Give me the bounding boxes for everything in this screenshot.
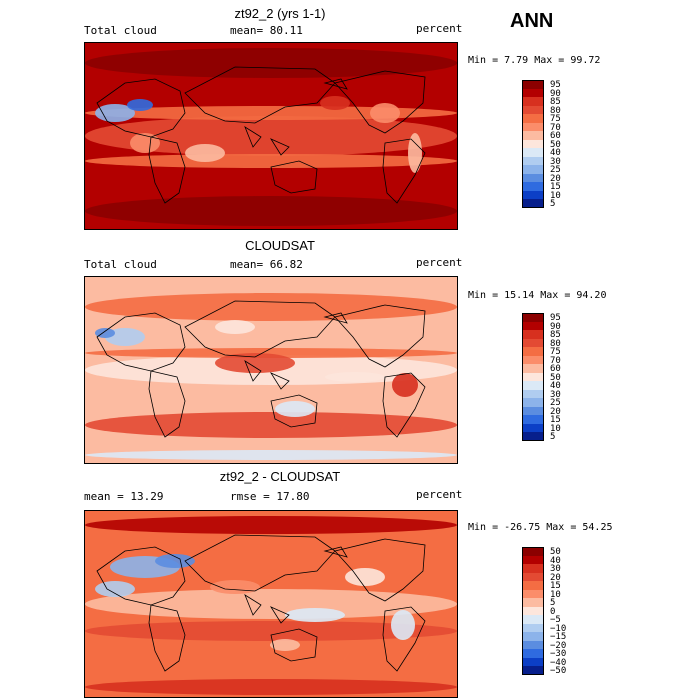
colorbar-tick-label: 20 (550, 572, 561, 583)
colorbar-tick-label: −40 (550, 657, 567, 668)
colorbar-tick-label: 60 (550, 364, 561, 375)
colorbar-tick-label: −30 (550, 649, 567, 660)
colorbar-tick-label: 10 (550, 190, 561, 201)
panel-2-map-svg (85, 277, 457, 463)
colorbar-tick-label: −50 (550, 666, 567, 677)
colorbar-tick-label: 30 (550, 564, 561, 575)
panel-1-title: zt92_2 (yrs 1-1) (234, 6, 326, 21)
panel-1-mean-label: mean= 80.11 (230, 24, 303, 37)
colorbar-swatch (522, 432, 544, 442)
colorbar-tick-label: 0 (550, 606, 556, 617)
colorbar-tick-label: 50 (550, 372, 561, 383)
colorbar-tick-label: 20 (550, 406, 561, 417)
panel-1-map-svg (85, 43, 457, 229)
colorbar-tick-label: 15 (550, 182, 561, 193)
colorbar-tick-label: 40 (550, 381, 561, 392)
colorbar-tick-label: 10 (550, 423, 561, 434)
panel-3-minmax: Min = -26.75 Max = 54.25 (468, 522, 613, 533)
season-label: ANN (510, 10, 554, 32)
colorbar-tick-label: 90 (550, 88, 561, 99)
panel-1-variable-label: Total cloud (84, 24, 157, 37)
panel-3-map-svg (85, 511, 457, 697)
colorbar-tick-label: 15 (550, 415, 561, 426)
colorbar-tick-label: 15 (550, 581, 561, 592)
colorbar-tick-label: 5 (550, 598, 556, 609)
colorbar-tick-label: 95 (550, 80, 561, 91)
panel-2-minmax: Min = 15.14 Max = 94.20 (468, 290, 607, 301)
colorbar-tick-label: 90 (550, 321, 561, 332)
colorbar-tick-label: 80 (550, 338, 561, 349)
panel-2-mean-label: mean= 66.82 (230, 258, 303, 271)
colorbar-tick-label: 30 (550, 389, 561, 400)
panel-2-title: CLOUDSAT (245, 238, 315, 253)
colorbar-tick-label: 70 (550, 122, 561, 133)
panel-1-units-label: percent (416, 22, 463, 35)
panel-2-map (84, 276, 458, 464)
panel-3-title: zt92_2 - CLOUDSAT (219, 469, 341, 484)
panel-3-map (84, 510, 458, 698)
colorbar-tick-label: 5 (550, 432, 556, 443)
panel-2-variable-label: Total cloud (84, 258, 157, 271)
colorbar-tick-label: 50 (550, 547, 561, 558)
colorbar-tick-label: 85 (550, 330, 561, 341)
colorbar-tick-label: 20 (550, 173, 561, 184)
panel-3-rmse-label: rmse = 17.80 (230, 490, 310, 503)
colorbar-tick-label: 95 (550, 313, 561, 324)
colorbar-tick-label: −15 (550, 632, 567, 643)
colorbar-tick-label: 40 (550, 148, 561, 159)
colorbar-tick-label: −20 (550, 640, 567, 651)
panel-3-units-label: percent (416, 488, 463, 501)
colorbar-tick-label: 25 (550, 398, 561, 409)
colorbar-tick-label: −5 (550, 615, 561, 626)
colorbar-tick-label: −10 (550, 623, 567, 634)
colorbar-tick-label: 5 (550, 199, 556, 210)
colorbar-tick-label: 85 (550, 97, 561, 108)
panel-3-mean-label: mean = 13.29 (84, 490, 164, 503)
panel-2-units-label: percent (416, 256, 463, 269)
colorbar-tick-label: 75 (550, 347, 561, 358)
panel-1-map (84, 42, 458, 230)
colorbar-tick-label: 80 (550, 105, 561, 116)
colorbar-swatch (522, 199, 544, 209)
colorbar-tick-label: 50 (550, 139, 561, 150)
colorbar-tick-label: 75 (550, 114, 561, 125)
colorbar-tick-label: 60 (550, 131, 561, 142)
colorbar-swatch (522, 666, 544, 676)
colorbar-tick-label: 10 (550, 589, 561, 600)
colorbar-tick-label: 30 (550, 156, 561, 167)
panel-1-minmax: Min = 7.79 Max = 99.72 (468, 55, 601, 66)
colorbar-tick-label: 40 (550, 555, 561, 566)
colorbar-tick-label: 25 (550, 165, 561, 176)
colorbar-tick-label: 70 (550, 355, 561, 366)
